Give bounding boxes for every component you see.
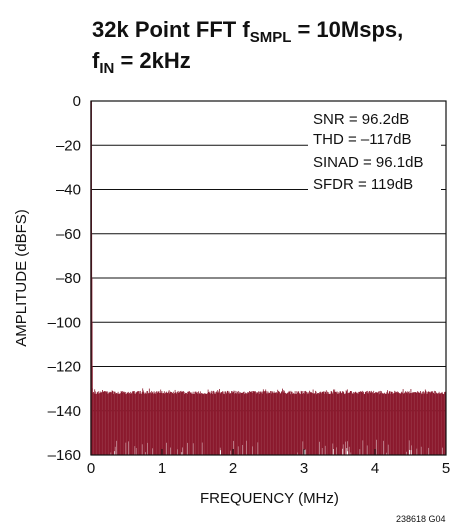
fft-trace xyxy=(90,101,447,455)
y-tick-label: –20 xyxy=(56,137,81,154)
x-tick-label: 4 xyxy=(371,460,379,477)
plot-frame xyxy=(90,100,447,456)
x-tick-label: 0 xyxy=(87,460,95,477)
annotation-thd: THD = –117dB xyxy=(313,131,412,148)
y-tick-label: –140 xyxy=(48,403,81,420)
y-axis-ticks: 0 –20 –40 –60 –80 –100 –120 –140 –160 xyxy=(48,93,81,464)
y-tick-label: –120 xyxy=(48,359,81,376)
x-tick-label: 1 xyxy=(158,460,166,477)
x-tick-label: 5 xyxy=(442,460,450,477)
figure-id: 238618 G04 xyxy=(396,514,446,524)
x-axis-label: FREQUENCY (MHz) xyxy=(200,490,339,507)
y-axis-label: AMPLITUDE (dBFS) xyxy=(13,209,30,347)
y-tick-label: –60 xyxy=(56,226,81,243)
chart-title-line2: fIN = 2kHz xyxy=(92,48,191,77)
y-tick-label: –160 xyxy=(48,447,81,464)
y-tick-label: –40 xyxy=(56,182,81,199)
x-tick-label: 3 xyxy=(300,460,308,477)
annotation-sfdr: SFDR = 119dB xyxy=(313,176,413,193)
y-tick-label: –80 xyxy=(56,270,81,287)
annotation-background xyxy=(308,110,441,196)
x-axis-ticks: 0 1 2 3 4 5 xyxy=(87,449,450,477)
y-tick-label: –100 xyxy=(48,314,81,331)
annotation-snr: SNR = 96.2dB xyxy=(313,111,409,128)
x-tick-label: 2 xyxy=(229,460,237,477)
y-tick-label: 0 xyxy=(73,93,81,110)
chart-title-line1: 32k Point FFT fSMPL = 10Msps, xyxy=(92,17,403,46)
annotation-sinad: SINAD = 96.1dB xyxy=(313,154,423,171)
